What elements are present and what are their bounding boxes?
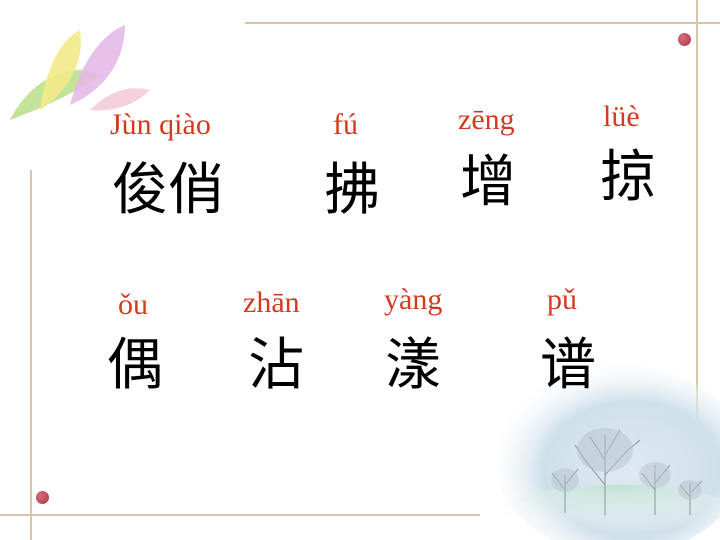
winter-trees-image: [495, 365, 720, 540]
hanzi-ou: 偶: [107, 333, 163, 398]
pinyin-fu: fú: [333, 108, 358, 141]
pinyin-yang: yàng: [384, 283, 443, 316]
bottom-left-dot: [36, 491, 49, 504]
pinyin-junqiao: Jùn qiào: [110, 108, 211, 141]
pinyin-lue: lüè: [603, 100, 640, 133]
top-frame-line: [245, 22, 720, 24]
left-frame-line: [30, 170, 32, 540]
hanzi-lue: 掠: [600, 145, 656, 210]
hanzi-yang: 漾: [385, 333, 441, 398]
hanzi-pu: 谱: [540, 333, 596, 398]
top-right-dot: [678, 33, 691, 46]
pinyin-pu: pǔ: [547, 283, 577, 316]
hanzi-zhan: 沾: [248, 333, 304, 398]
bottom-frame-line: [0, 514, 480, 516]
pinyin-ou: ǒu: [118, 288, 148, 321]
pinyin-zeng: zēng: [458, 103, 515, 136]
right-frame-line: [696, 0, 698, 430]
hanzi-junqiao: 俊俏: [112, 158, 224, 223]
flower-logo: [10, 25, 150, 120]
hanzi-fu: 拂: [324, 158, 380, 223]
pinyin-zhan: zhān: [243, 286, 300, 319]
hanzi-zeng: 增: [460, 150, 516, 215]
